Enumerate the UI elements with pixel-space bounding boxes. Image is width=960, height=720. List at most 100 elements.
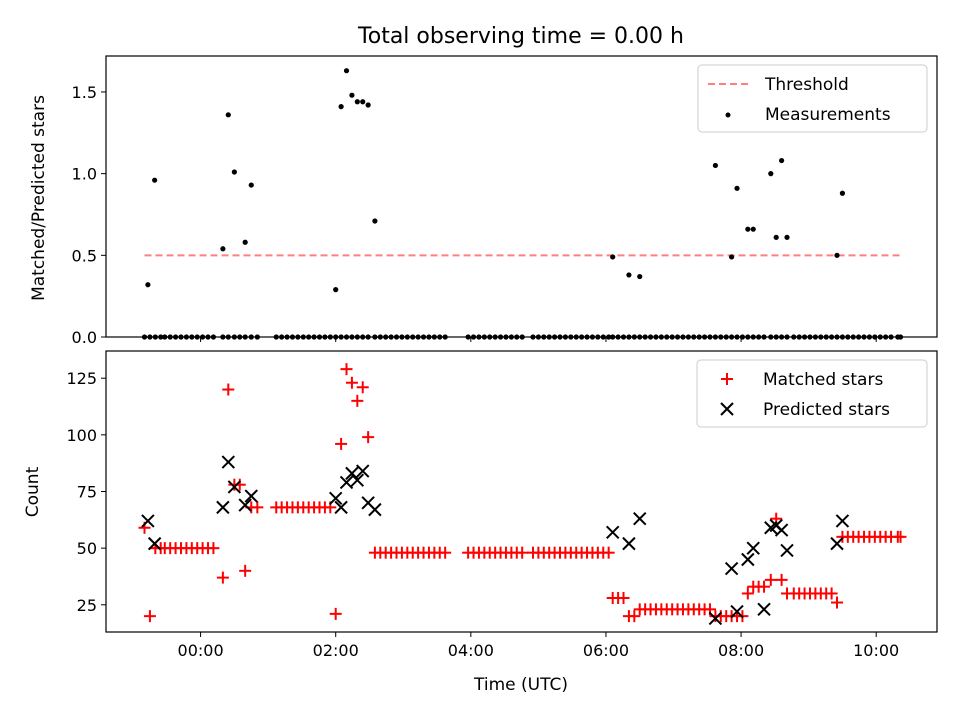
- predicted-star-point: [730, 604, 744, 619]
- predicted-star-point: [835, 514, 850, 528]
- predicted-star-stroke-b: [216, 500, 230, 515]
- matched-legend-swatch: [721, 373, 733, 385]
- y-tick-label: 75: [77, 483, 97, 502]
- measurement-point: [338, 104, 344, 110]
- count-legend: Matched stars Predicted stars: [696, 359, 928, 428]
- measurement-point: [712, 162, 719, 169]
- predicted-star-stroke-b: [244, 489, 258, 503]
- y-axis-label-count: Count: [23, 466, 43, 517]
- measurement-point: [242, 239, 248, 245]
- count-axes-frame: [105, 350, 938, 633]
- predicted-star-point: [334, 500, 348, 515]
- measurement-point: [729, 254, 735, 260]
- predicted-star-stroke-b: [780, 543, 794, 558]
- predicted-star-stroke-b: [622, 536, 636, 551]
- predicted-star-stroke-b: [227, 480, 242, 494]
- predicted-star-stroke-b: [339, 475, 354, 490]
- ratio-legend: Threshold Measurements: [697, 64, 928, 133]
- count-legend-box: [696, 359, 928, 428]
- measurement-point: [626, 272, 632, 278]
- predicted-star-stroke-b: [334, 500, 348, 515]
- measurement-point: [220, 246, 226, 252]
- measurement-point: [354, 99, 360, 105]
- threshold-legend-label: Threshold: [764, 75, 849, 95]
- predicted-star-point: [227, 480, 242, 494]
- predicted-star-stroke-b: [606, 525, 620, 539]
- measurements-legend-label: Measurements: [765, 105, 891, 125]
- y-tick-label: 100: [66, 426, 97, 445]
- measurement-point: [145, 282, 151, 288]
- measurement-point: [773, 234, 779, 240]
- matched-star-point: [345, 376, 358, 389]
- measurement-point: [343, 68, 350, 74]
- measurement-point: [248, 182, 254, 188]
- matched-star-point: [831, 596, 844, 609]
- predicted-star-stroke-b: [746, 541, 760, 555]
- predicted-star-stroke-b: [238, 498, 252, 512]
- matched-star-point: [251, 501, 264, 514]
- measurement-point: [839, 190, 846, 196]
- y-tick-label: 1.5: [72, 83, 97, 102]
- predicted-star-stroke-b: [329, 491, 343, 506]
- measurement-point: [225, 112, 231, 118]
- matched-star-point: [222, 383, 235, 396]
- measurement-point: [231, 169, 237, 175]
- measurement-point: [637, 273, 643, 280]
- measurement-point: [349, 92, 355, 98]
- matched-star-point: [351, 394, 364, 407]
- matched-star-point: [764, 573, 777, 586]
- predicted-star-point: [830, 536, 844, 551]
- predicted-star-point: [339, 475, 354, 490]
- y-tick-label: 0.5: [72, 246, 97, 265]
- measurement-point: [365, 102, 371, 108]
- ratio-legend-box: [697, 64, 928, 133]
- matched-star-point: [741, 587, 754, 600]
- predicted-star-stroke-b: [633, 511, 647, 526]
- predicted-star-point: [622, 536, 636, 551]
- matched-star-point: [439, 546, 452, 559]
- predicted-star-stroke-b: [221, 455, 235, 469]
- measurement-point: [360, 99, 366, 105]
- predicted-star-point: [221, 455, 235, 469]
- predicted-legend-swatch: [720, 402, 734, 416]
- matched-star-point: [775, 573, 788, 586]
- predicted-star-stroke-b: [830, 536, 844, 551]
- matched-star-point: [356, 381, 369, 394]
- predicted-star-stroke-b: [345, 466, 359, 481]
- predicted-star-stroke-b: [141, 514, 155, 528]
- matched-star-point: [894, 530, 907, 543]
- matched-star-point: [362, 431, 375, 444]
- matched-star-point: [617, 592, 630, 605]
- predicted-star-stroke-b: [368, 502, 382, 517]
- matched-star-point: [216, 571, 229, 584]
- predicted-star-point: [216, 500, 230, 515]
- predicted-star-point: [244, 489, 258, 503]
- predicted-star-stroke-b: [741, 552, 755, 567]
- y-tick-label: 125: [66, 369, 97, 388]
- measurement-point: [768, 171, 774, 177]
- measurement-point: [152, 177, 158, 183]
- predicted-star-point: [708, 611, 723, 626]
- predicted-legend-label: Predicted stars: [763, 400, 890, 420]
- predicted-star-stroke-b: [730, 604, 744, 619]
- predicted-star-stroke-b: [356, 464, 370, 478]
- y-tick-label: 25: [77, 596, 97, 615]
- matched-star-point: [329, 607, 342, 620]
- predicted-star-point: [741, 552, 755, 567]
- ratio-panel: Total observing time = 0.00 h Matched/Pr…: [29, 24, 938, 347]
- predicted-star-stroke-b: [147, 536, 162, 551]
- matched-star-point: [516, 546, 529, 559]
- predicted-star-point: [606, 525, 620, 539]
- predicted-star-point: [746, 541, 760, 555]
- predicted-star-point: [147, 536, 162, 551]
- matched-star-point: [602, 546, 615, 559]
- ratio-plot-area: 0.0 0.5 1.0 1.5: [72, 68, 904, 347]
- predicted-star-point: [238, 498, 252, 512]
- matched-star-point: [207, 542, 220, 555]
- predicted-star-stroke-b: [724, 561, 739, 576]
- measurement-point: [745, 226, 751, 232]
- predicted-star-point: [724, 561, 739, 576]
- x-tick-label: 04:00: [448, 641, 494, 660]
- measurement-point: [333, 287, 339, 293]
